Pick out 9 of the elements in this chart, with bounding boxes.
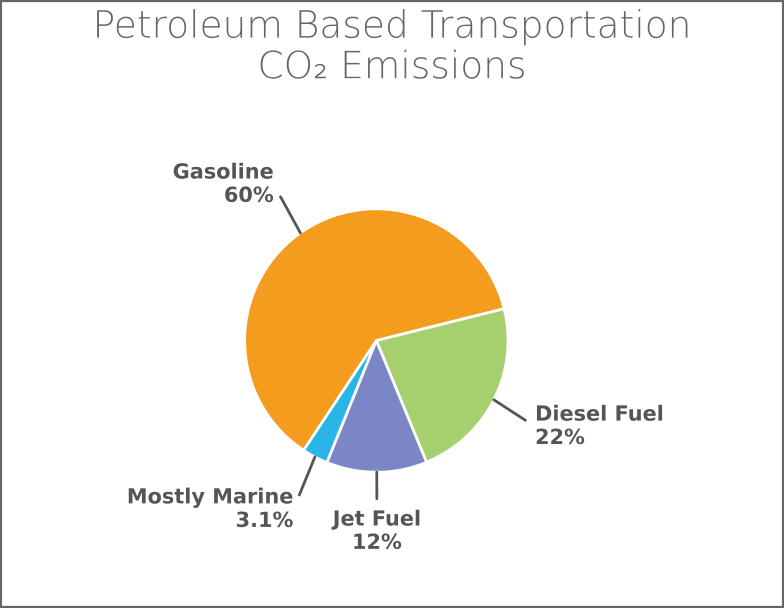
- data-label: 22%: [536, 428, 584, 444]
- data-label: 60%: [225, 186, 274, 202]
- slice-label: Diesel Fuel: [536, 404, 662, 421]
- slice-label: Jet Fuel: [332, 510, 420, 530]
- data-label: 12%: [354, 533, 402, 550]
- slice-label: Mostly Marine: [128, 488, 292, 508]
- data-label: 3.1%: [237, 511, 293, 528]
- slice-label: Gasoline: [174, 162, 273, 179]
- chart-title: Petroleum Based Transportation CO₂ Emissions: [97, 9, 688, 79]
